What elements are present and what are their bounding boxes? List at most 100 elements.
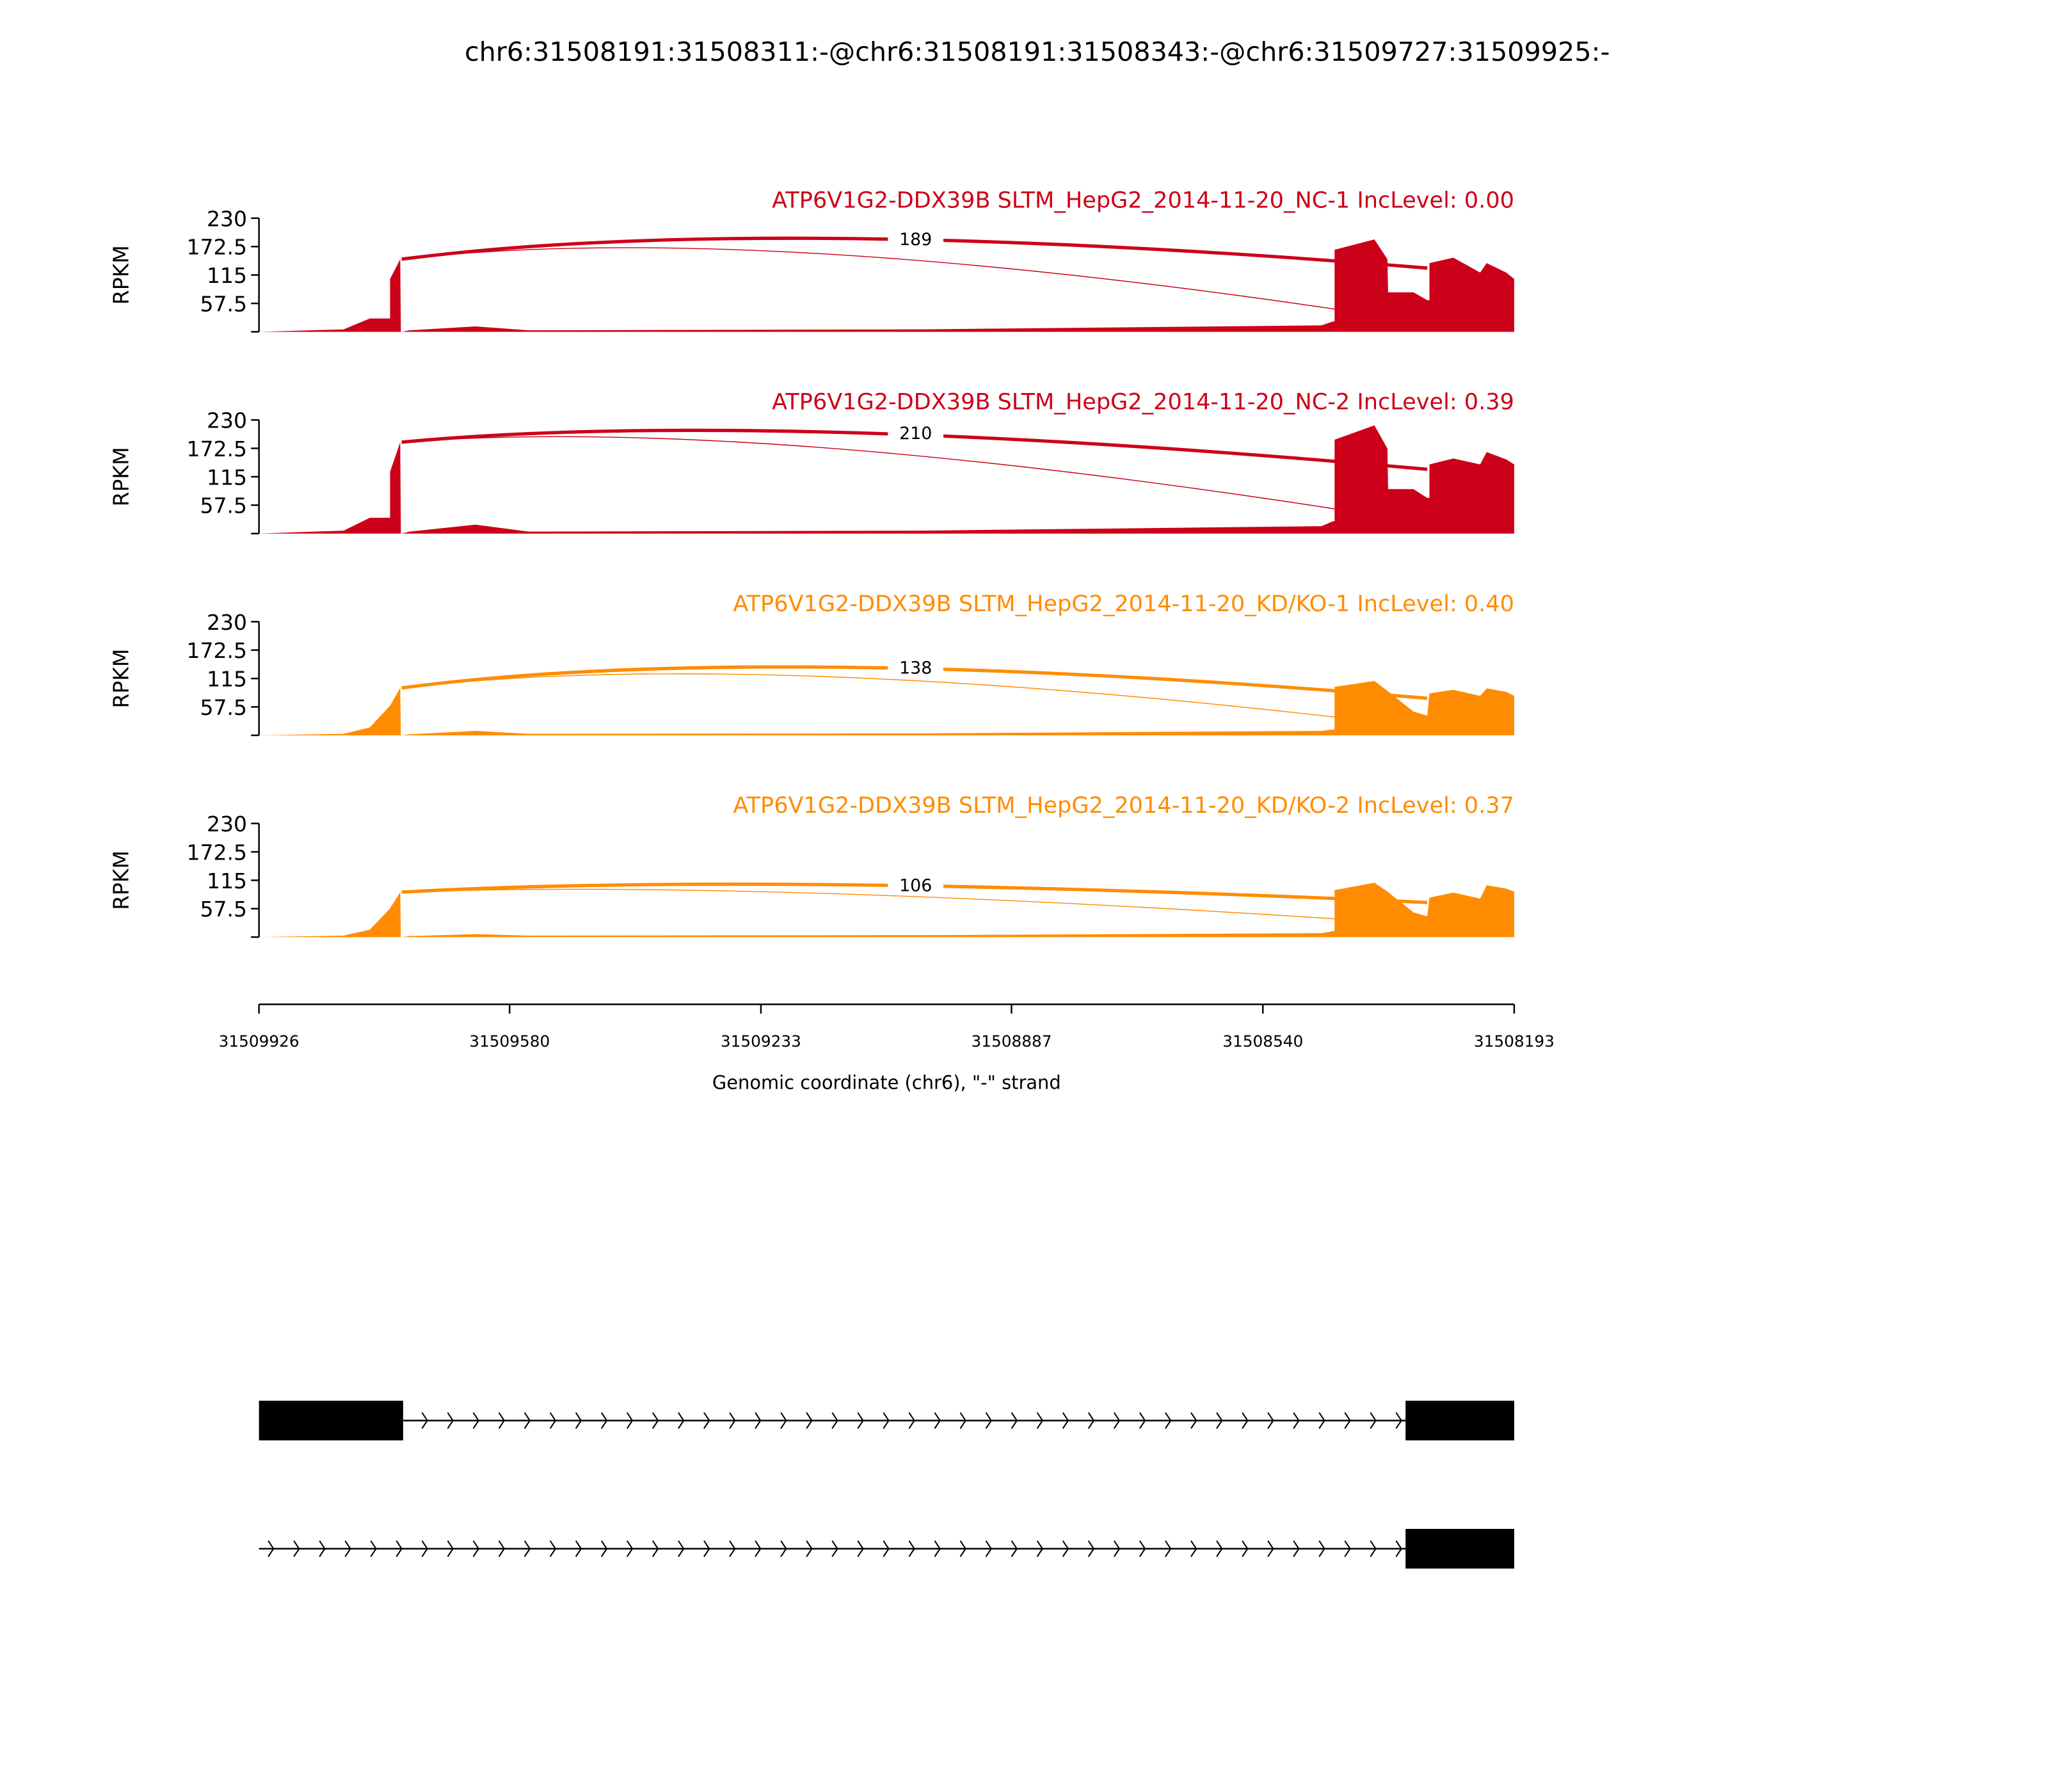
strand-arrow-icon bbox=[883, 1412, 890, 1429]
x-tick-label: 31508887 bbox=[971, 1032, 1052, 1050]
y-tick-label: 115 bbox=[207, 868, 247, 893]
junction-arc bbox=[401, 882, 1428, 904]
strand-arrow-icon bbox=[447, 1412, 454, 1429]
y-tick-label: 115 bbox=[207, 667, 247, 692]
strand-arrow-icon bbox=[934, 1540, 941, 1557]
sample-label: ATP6V1G2-DDX39B SLTM_HepG2_2014-11-20_KD… bbox=[733, 591, 1514, 617]
y-tick-label: 172.5 bbox=[187, 235, 248, 260]
strand-arrow-icon bbox=[985, 1412, 993, 1429]
strand-arrow-icon bbox=[1113, 1412, 1121, 1429]
sample-label: ATP6V1G2-DDX39B SLTM_HepG2_2014-11-20_NC… bbox=[772, 187, 1514, 213]
sample-panel: 57.5 115 172.5 230 RPKM 106 ATP6V1G2-DDX39B SL… bbox=[108, 792, 1514, 938]
exon-block bbox=[259, 1400, 403, 1441]
junction-arc-minor bbox=[401, 436, 1335, 509]
y-axis-label: RPKM bbox=[108, 649, 133, 708]
strand-arrow-icon bbox=[1139, 1412, 1146, 1429]
strand-arrow-icon bbox=[1139, 1540, 1146, 1557]
strand-arrow-icon bbox=[1395, 1540, 1402, 1557]
strand-arrow-icon bbox=[755, 1412, 762, 1429]
strand-arrow-icon bbox=[831, 1412, 838, 1429]
strand-arrow-icon bbox=[549, 1412, 557, 1429]
strand-arrow-icon bbox=[1011, 1540, 1018, 1557]
strand-arrow-icon bbox=[806, 1412, 813, 1429]
exon-block bbox=[1405, 1528, 1514, 1569]
strand-arrow-icon bbox=[575, 1540, 582, 1557]
strand-arrow-icon bbox=[1318, 1412, 1325, 1429]
strand-arrow-icon bbox=[575, 1412, 582, 1429]
strand-arrow-icon bbox=[293, 1540, 300, 1557]
strand-arrow-icon bbox=[1344, 1540, 1351, 1557]
strand-arrow-icon bbox=[1267, 1412, 1274, 1429]
strand-arrow-icon bbox=[1242, 1412, 1249, 1429]
sample-label: ATP6V1G2-DDX39B SLTM_HepG2_2014-11-20_NC… bbox=[772, 389, 1514, 415]
strand-arrow-icon bbox=[600, 1540, 608, 1557]
x-tick-label: 31509926 bbox=[219, 1032, 300, 1050]
strand-arrow-icon bbox=[524, 1540, 531, 1557]
strand-arrow-icon bbox=[472, 1540, 480, 1557]
strand-arrow-icon bbox=[1318, 1540, 1325, 1557]
strand-arrow-icon bbox=[421, 1412, 428, 1429]
strand-arrow-icon bbox=[1293, 1540, 1300, 1557]
transcript-track bbox=[259, 1528, 1514, 1569]
strand-arrow-icon bbox=[370, 1540, 377, 1557]
strand-arrow-icon bbox=[729, 1540, 736, 1557]
junction-arc bbox=[401, 236, 1428, 270]
strand-arrow-icon bbox=[319, 1540, 326, 1557]
strand-arrow-icon bbox=[908, 1412, 915, 1429]
strand-arrow-icon bbox=[806, 1540, 813, 1557]
strand-arrow-icon bbox=[959, 1540, 966, 1557]
strand-arrow-icon bbox=[1370, 1412, 1377, 1429]
strand-arrow-icon bbox=[652, 1412, 659, 1429]
strand-arrow-icon bbox=[1293, 1412, 1300, 1429]
coverage-area bbox=[259, 681, 1514, 735]
strand-arrow-icon bbox=[1036, 1540, 1044, 1557]
junction-label-bg bbox=[888, 229, 944, 250]
strand-arrow-icon bbox=[1190, 1540, 1197, 1557]
gene-model-tracks bbox=[259, 1400, 1514, 1569]
sample-panel: 57.5 115 172.5 230 RPKM 210 ATP6V1G2-DDX39B SL… bbox=[108, 389, 1514, 534]
strand-arrow-icon bbox=[1216, 1412, 1223, 1429]
strand-arrow-icon bbox=[600, 1412, 608, 1429]
strand-arrow-icon bbox=[626, 1540, 634, 1557]
junction-count-label: 138 bbox=[899, 659, 932, 678]
y-tick-label: 230 bbox=[207, 610, 247, 635]
strand-arrow-icon bbox=[268, 1540, 275, 1557]
strand-arrow-icon bbox=[934, 1412, 941, 1429]
strand-arrow-icon bbox=[857, 1412, 864, 1429]
strand-arrow-icon bbox=[1165, 1540, 1172, 1557]
junction-count-label: 210 bbox=[899, 424, 932, 444]
junction-label-bg bbox=[888, 423, 944, 443]
junction-label-bg bbox=[888, 875, 944, 895]
strand-arrow-icon bbox=[1165, 1412, 1172, 1429]
strand-arrow-icon bbox=[549, 1540, 557, 1557]
strand-arrow-icon bbox=[1062, 1412, 1069, 1429]
junction-arc bbox=[401, 665, 1428, 700]
y-tick-label: 57.5 bbox=[200, 493, 248, 518]
junction-arc-minor bbox=[401, 888, 1335, 920]
x-tick-label: 31509233 bbox=[721, 1032, 801, 1050]
strand-arrow-icon bbox=[1062, 1540, 1069, 1557]
strand-arrow-icon bbox=[857, 1540, 864, 1557]
strand-arrow-icon bbox=[652, 1540, 659, 1557]
strand-arrow-icon bbox=[1011, 1412, 1018, 1429]
strand-arrow-icon bbox=[678, 1412, 685, 1429]
junction-count-label: 189 bbox=[899, 230, 932, 250]
x-tick-label: 31508540 bbox=[1222, 1032, 1303, 1050]
sample-panel: 57.5 115 172.5 230 RPKM 189 ATP6V1G2-DDX39B SL… bbox=[108, 187, 1514, 333]
strand-arrow-icon bbox=[1087, 1412, 1095, 1429]
strand-arrow-icon bbox=[447, 1540, 454, 1557]
y-tick-label: 57.5 bbox=[200, 291, 248, 316]
figure-title: chr6:31508191:31508311:-@chr6:31508191:3… bbox=[465, 36, 1610, 67]
y-tick-label: 115 bbox=[207, 263, 247, 288]
strand-arrow-icon bbox=[344, 1540, 351, 1557]
x-tick-label: 31508193 bbox=[1474, 1032, 1555, 1050]
strand-arrow-icon bbox=[755, 1540, 762, 1557]
exon-block bbox=[1405, 1400, 1514, 1441]
strand-arrow-icon bbox=[1370, 1540, 1377, 1557]
strand-arrow-icon bbox=[1113, 1540, 1121, 1557]
strand-arrow-icon bbox=[678, 1540, 685, 1557]
strand-arrow-icon bbox=[524, 1412, 531, 1429]
strand-arrow-icon bbox=[1190, 1412, 1197, 1429]
coverage-area bbox=[259, 425, 1514, 534]
junction-arc-minor bbox=[401, 673, 1335, 718]
